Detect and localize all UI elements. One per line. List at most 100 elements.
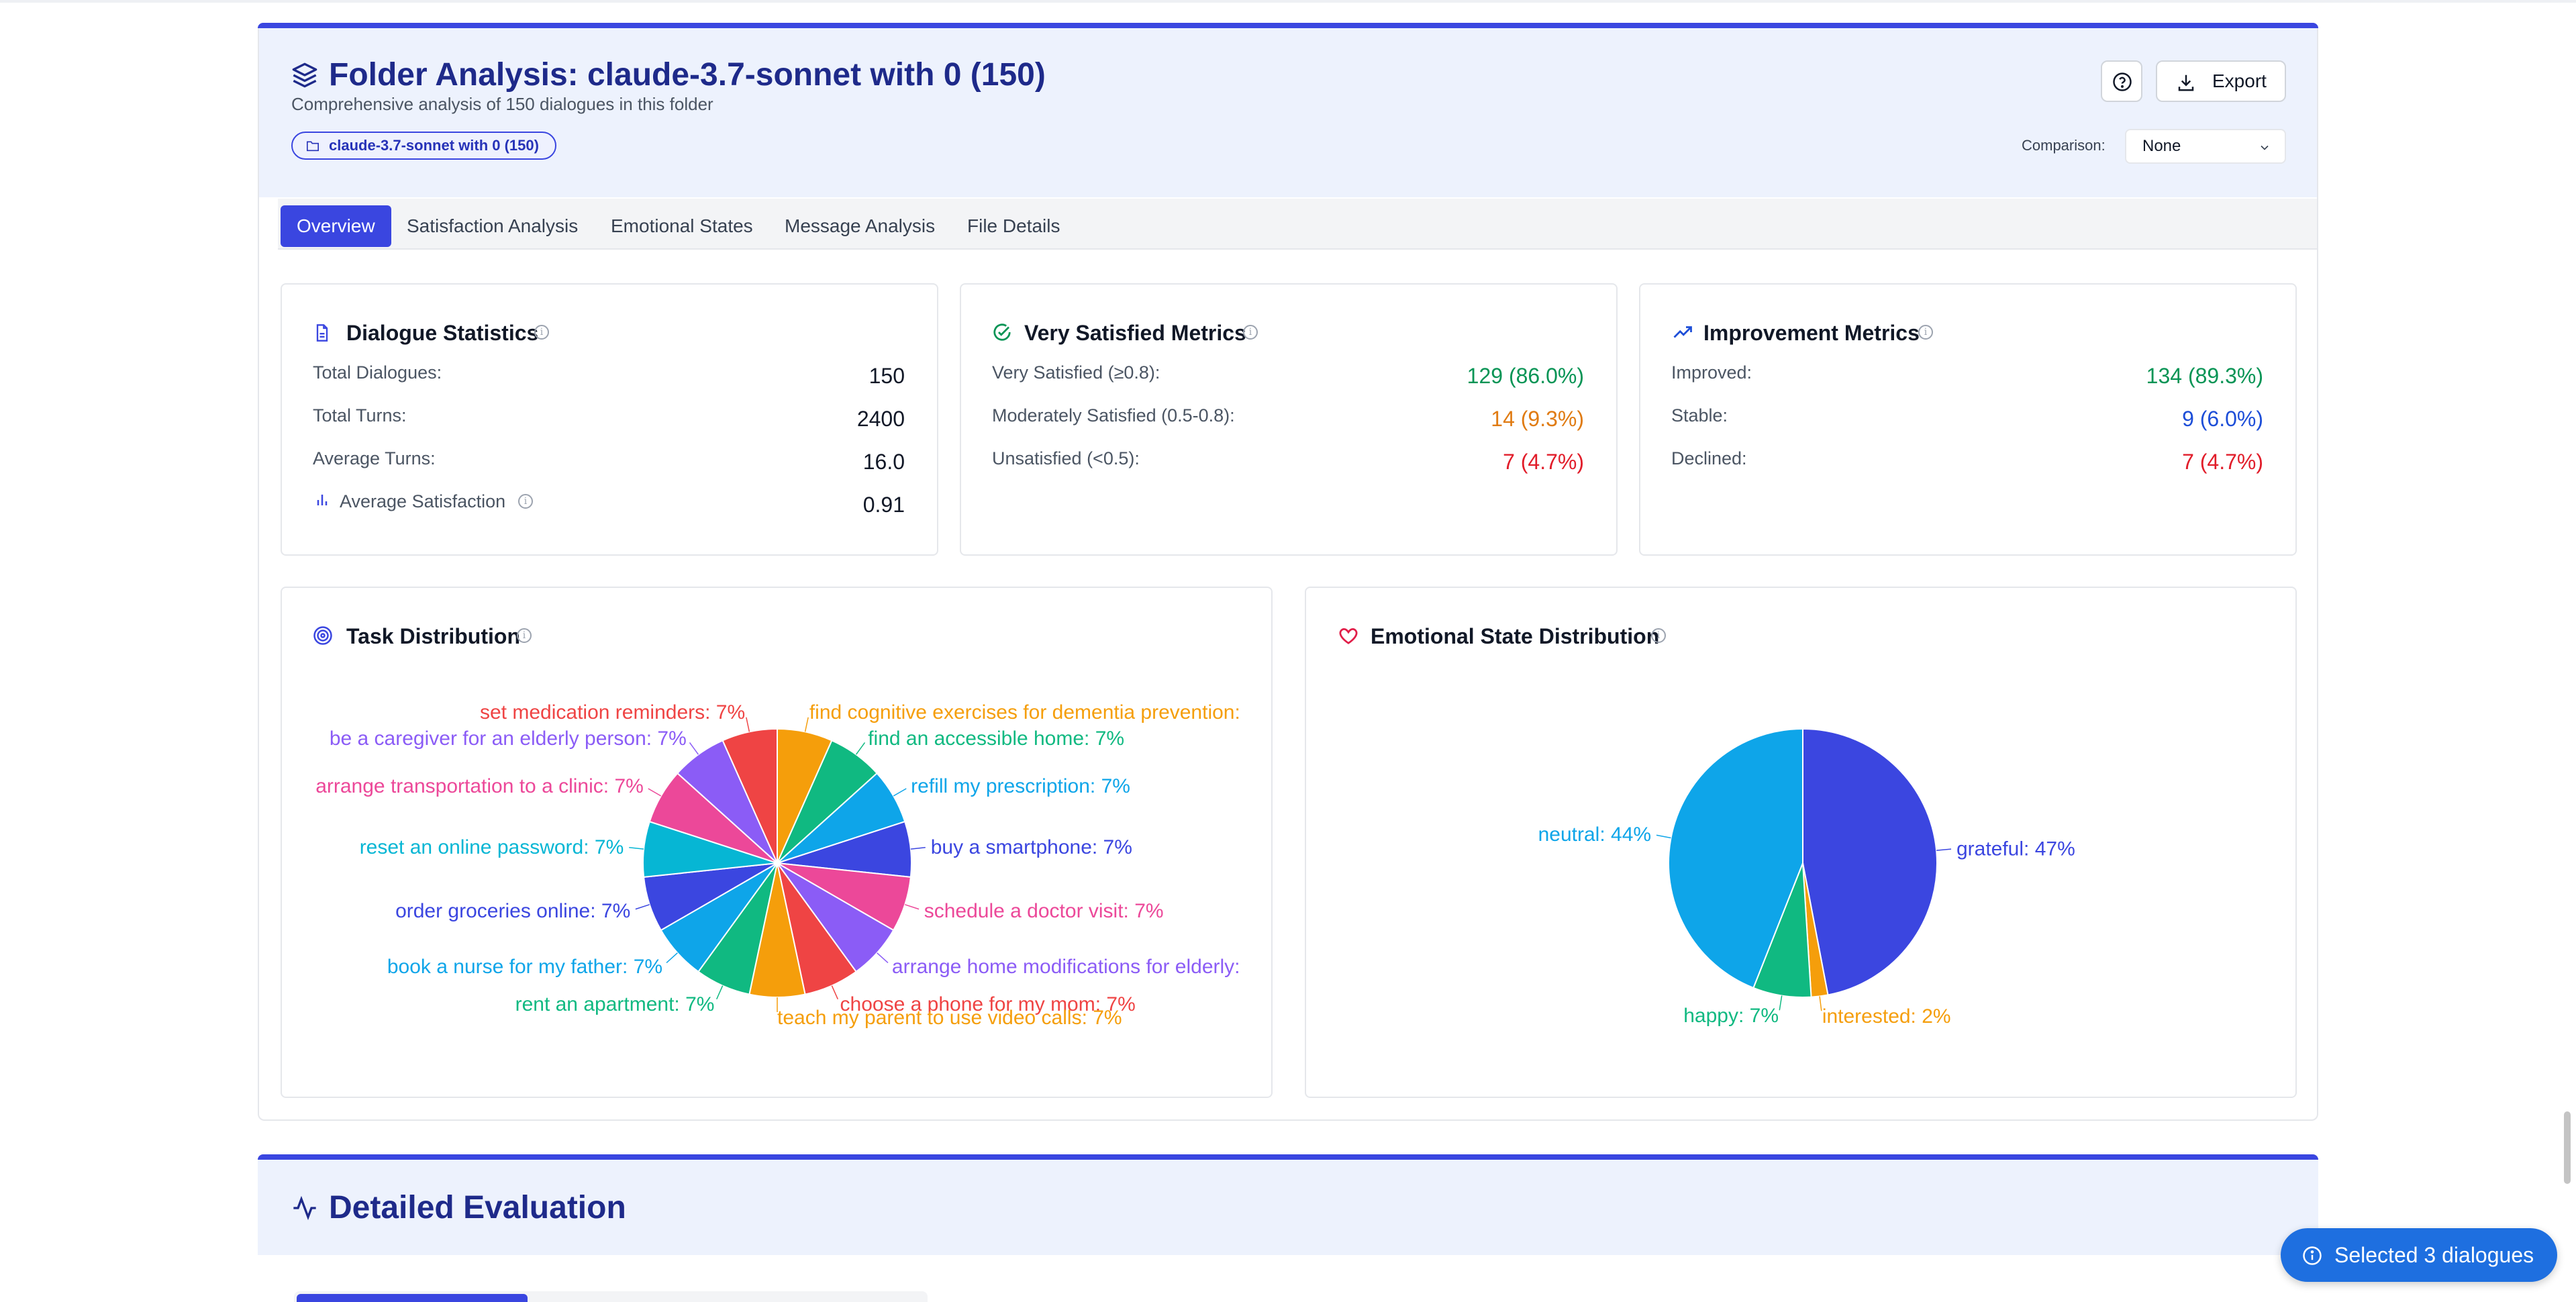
tab-overview[interactable]: Overview bbox=[281, 205, 391, 247]
layers-icon bbox=[292, 62, 317, 88]
pie-slice-label: rent an apartment: 7% bbox=[515, 993, 715, 1015]
pie-slice-label: choose a phone for my mom: 7% bbox=[840, 993, 1136, 1015]
task-distribution-title: Task Distribution bbox=[346, 624, 520, 648]
document-icon bbox=[316, 324, 328, 342]
stat-value: 16.0 bbox=[862, 450, 905, 474]
selected-dialogues-button[interactable]: Selected 3 dialogues bbox=[2281, 1228, 2557, 1282]
pie-slice[interactable] bbox=[1668, 728, 1803, 989]
detailed-accent-bar bbox=[258, 1154, 2318, 1160]
trending-up-icon bbox=[1673, 326, 1692, 338]
info-icon[interactable]: i bbox=[518, 494, 533, 509]
page-title: Folder Analysis: claude-3.7-sonnet with … bbox=[329, 57, 1046, 93]
activity-icon bbox=[293, 1195, 316, 1221]
pie-slice-label: happy: 7% bbox=[1683, 1005, 1779, 1027]
comparison-value: None bbox=[2142, 137, 2181, 155]
pie-leader-line bbox=[855, 742, 866, 755]
improvement-metrics-title: Improvement Metrics bbox=[1703, 321, 1920, 345]
stat-label: Average Turns: bbox=[313, 448, 436, 468]
detailed-evaluation-header bbox=[258, 1160, 2318, 1255]
pie-slice[interactable] bbox=[1802, 728, 1938, 996]
stat-value: 129 (86.0%) bbox=[1467, 364, 1584, 388]
stat-value: 14 (9.3%) bbox=[1491, 407, 1584, 431]
stat-label: Total Turns: bbox=[313, 405, 407, 425]
tab-message-analysis[interactable]: Message Analysis bbox=[785, 215, 936, 236]
page-subtitle: Comprehensive analysis of 150 dialogues … bbox=[291, 94, 713, 114]
pie-slice[interactable] bbox=[722, 728, 778, 864]
pie-leader-line bbox=[716, 985, 724, 1000]
stat-value: 7 (4.7%) bbox=[2182, 450, 2263, 474]
tab-file-details[interactable]: File Details bbox=[967, 215, 1060, 236]
pie-slice-label: refill my prescription: 7% bbox=[911, 775, 1130, 797]
stat-label: Declined: bbox=[1671, 448, 1747, 468]
stat-value: 134 (89.3%) bbox=[2146, 364, 2263, 388]
pie-slice-label: neutral: 44% bbox=[1538, 823, 1651, 846]
stat-label: Very Satisfied (≥0.8): bbox=[992, 362, 1160, 383]
pie-leader-line bbox=[804, 717, 809, 732]
selected-dialogues-label: Selected 3 dialogues bbox=[2334, 1243, 2534, 1267]
check-circle-icon bbox=[993, 323, 1011, 341]
pie-leader-line bbox=[629, 847, 644, 850]
pie-slice-label: schedule a doctor visit: 7% bbox=[924, 900, 1164, 922]
emotional-state-title: Emotional State Distribution bbox=[1371, 624, 1660, 648]
pie-leader-line bbox=[666, 952, 678, 964]
pie-leader-line bbox=[689, 742, 699, 755]
info-icon[interactable]: i bbox=[1243, 325, 1258, 340]
comparison-select[interactable]: None bbox=[2125, 129, 2286, 164]
export-label: Export bbox=[2212, 70, 2267, 91]
heart-icon bbox=[1339, 628, 1358, 644]
panel-header bbox=[259, 28, 2317, 197]
folder-icon bbox=[307, 141, 319, 152]
chevron-down-icon bbox=[2261, 145, 2269, 150]
stat-label: Stable: bbox=[1671, 405, 1728, 425]
task-distribution-pie: find cognitive exercises for dementia pr… bbox=[315, 701, 1240, 1029]
pie-leader-line bbox=[746, 717, 750, 732]
dialogue-statistics-title: Dialogue Statistics bbox=[346, 321, 539, 345]
stat-label: Average Satisfaction bbox=[340, 491, 506, 511]
folder-badge[interactable]: claude-3.7-sonnet with 0 (150) bbox=[291, 132, 556, 160]
pie-slice-label: find cognitive exercises for dementia pr… bbox=[809, 701, 1240, 723]
stat-label: Moderately Satisfied (0.5-0.8): bbox=[992, 405, 1235, 425]
help-icon bbox=[2113, 72, 2132, 91]
pie-slice-label: arrange home modifications for elderly: … bbox=[892, 956, 1240, 978]
stat-label: Improved: bbox=[1671, 362, 1752, 383]
emotional-state-pie: grateful: 47% interested: 2% happy: 7% neut… bbox=[1538, 728, 2075, 1028]
stat-value: 7 (4.7%) bbox=[1503, 450, 1584, 474]
very-satisfied-card bbox=[960, 283, 1618, 556]
pie-slice-label: grateful: 47% bbox=[1956, 838, 2075, 860]
pie-leader-line bbox=[1779, 995, 1783, 1011]
pie-leader-line bbox=[877, 952, 889, 964]
download-icon bbox=[2178, 74, 2194, 91]
pie-slice-label: arrange transportation to a clinic: 7% bbox=[315, 775, 644, 797]
export-button[interactable]: Export bbox=[2156, 60, 2286, 102]
info-icon[interactable]: i bbox=[534, 325, 549, 340]
detailed-tab-active[interactable] bbox=[297, 1294, 528, 1302]
info-icon[interactable]: i bbox=[1651, 628, 1666, 643]
pie-leader-line bbox=[1936, 848, 1952, 851]
pie-slice-label: buy a smartphone: 7% bbox=[931, 836, 1132, 858]
pie-slice-label: be a caregiver for an elderly person: 7% bbox=[330, 728, 687, 750]
pie-leader-line bbox=[904, 904, 920, 910]
pie-slice-label: set medication reminders: 7% bbox=[480, 701, 745, 723]
info-icon[interactable]: i bbox=[517, 628, 532, 643]
tab-emotional-states[interactable]: Emotional States bbox=[611, 215, 753, 236]
info-icon[interactable]: i bbox=[1918, 325, 1933, 340]
pie-leader-line bbox=[1819, 996, 1822, 1011]
stat-value: 0.91 bbox=[862, 493, 905, 517]
pie-leader-line bbox=[831, 985, 838, 1000]
stat-value: 150 bbox=[869, 364, 905, 388]
tab-satisfaction-analysis[interactable]: Satisfaction Analysis bbox=[407, 215, 579, 236]
stat-value: 2400 bbox=[856, 407, 905, 431]
info-circle-icon bbox=[2303, 1246, 2322, 1265]
very-satisfied-title: Very Satisfied Metrics bbox=[1024, 321, 1246, 345]
detailed-evaluation-title: Detailed Evaluation bbox=[329, 1190, 626, 1225]
pie-leader-line bbox=[635, 904, 650, 910]
scrollbar[interactable] bbox=[2564, 1111, 2571, 1184]
pie-slice-label: book a nurse for my father: 7% bbox=[387, 956, 662, 978]
panel-accent-bar bbox=[258, 23, 2318, 28]
help-button[interactable] bbox=[2101, 60, 2142, 102]
pie-leader-line bbox=[893, 788, 907, 797]
pie-slice-label: reset an online password: 7% bbox=[360, 836, 624, 858]
pie-leader-line bbox=[1656, 834, 1671, 839]
dialogue-statistics-card bbox=[281, 283, 938, 556]
comparison-label: Comparison: bbox=[2022, 137, 2106, 154]
